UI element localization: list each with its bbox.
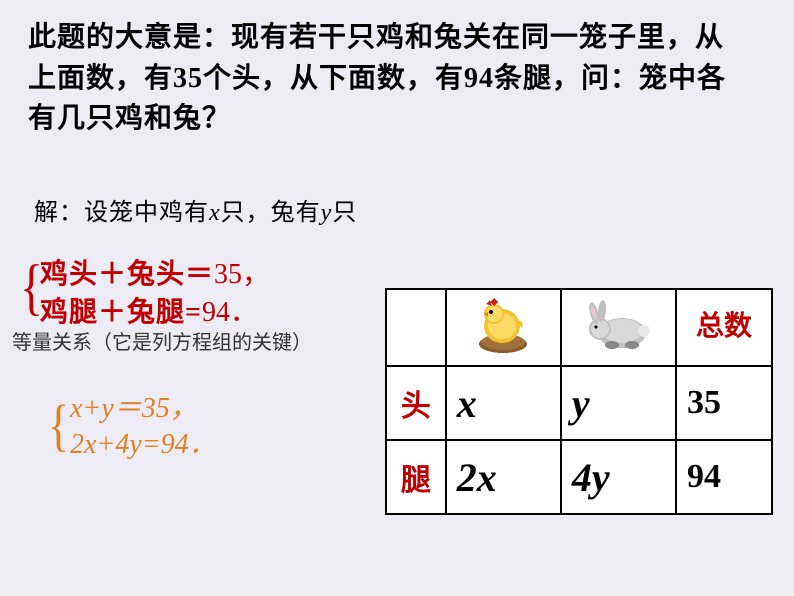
eq2-num: 94．	[202, 297, 258, 328]
variable-equation-2: 2x+4y=94．	[70, 422, 217, 462]
var-x: x	[209, 200, 221, 226]
chicken-icon	[472, 296, 534, 354]
eq1-text: 鸡头＋兔头＝	[40, 259, 214, 290]
chicken-heads: x	[446, 366, 561, 440]
solution-setup: 解：设笼中鸡有x只，兔有y只	[34, 192, 357, 227]
chicken-legs: 2x	[446, 440, 561, 514]
rabbit-image-cell	[561, 289, 676, 366]
rabbit-heads: y	[561, 366, 676, 440]
total-legs: 94	[676, 440, 772, 514]
total-heads: 35	[676, 366, 772, 440]
word-equation-2: 鸡腿＋兔腿=94．	[40, 290, 258, 330]
solution-pre: 解：设笼中鸡有	[34, 200, 209, 226]
table-row: 腿 2x 4y 94	[386, 440, 772, 514]
eq1-num: 35，	[214, 259, 270, 290]
brace-icon: {	[48, 392, 69, 458]
total-header: 总数	[676, 289, 772, 366]
rabbit-icon	[582, 299, 654, 351]
solution-mid: 只，兔有	[221, 200, 321, 226]
solution-end: 只	[332, 200, 357, 226]
table-row: 头 x y 35	[386, 366, 772, 440]
eq2-text: 鸡腿＋兔腿=	[40, 297, 202, 328]
table-row: 总数	[386, 289, 772, 366]
chicken-image-cell	[446, 289, 561, 366]
key-relation-note: 等量关系（它是列方程组的关键）	[12, 326, 312, 355]
problem-statement: 此题的大意是：现有若干只鸡和兔关在同一笼子里，从上面数，有35个头，从下面数，有…	[28, 18, 748, 140]
var-y: y	[321, 200, 333, 226]
heads-label: 头	[386, 366, 446, 440]
data-table: 总数 头 x y 35 腿 2x 4y 94	[385, 288, 773, 515]
variable-equation-1: x+y＝35，	[70, 386, 198, 426]
word-equation-1: 鸡头＋兔头＝35，	[40, 252, 270, 292]
empty-cell	[386, 289, 446, 366]
rabbit-legs: 4y	[561, 440, 676, 514]
legs-label: 腿	[386, 440, 446, 514]
